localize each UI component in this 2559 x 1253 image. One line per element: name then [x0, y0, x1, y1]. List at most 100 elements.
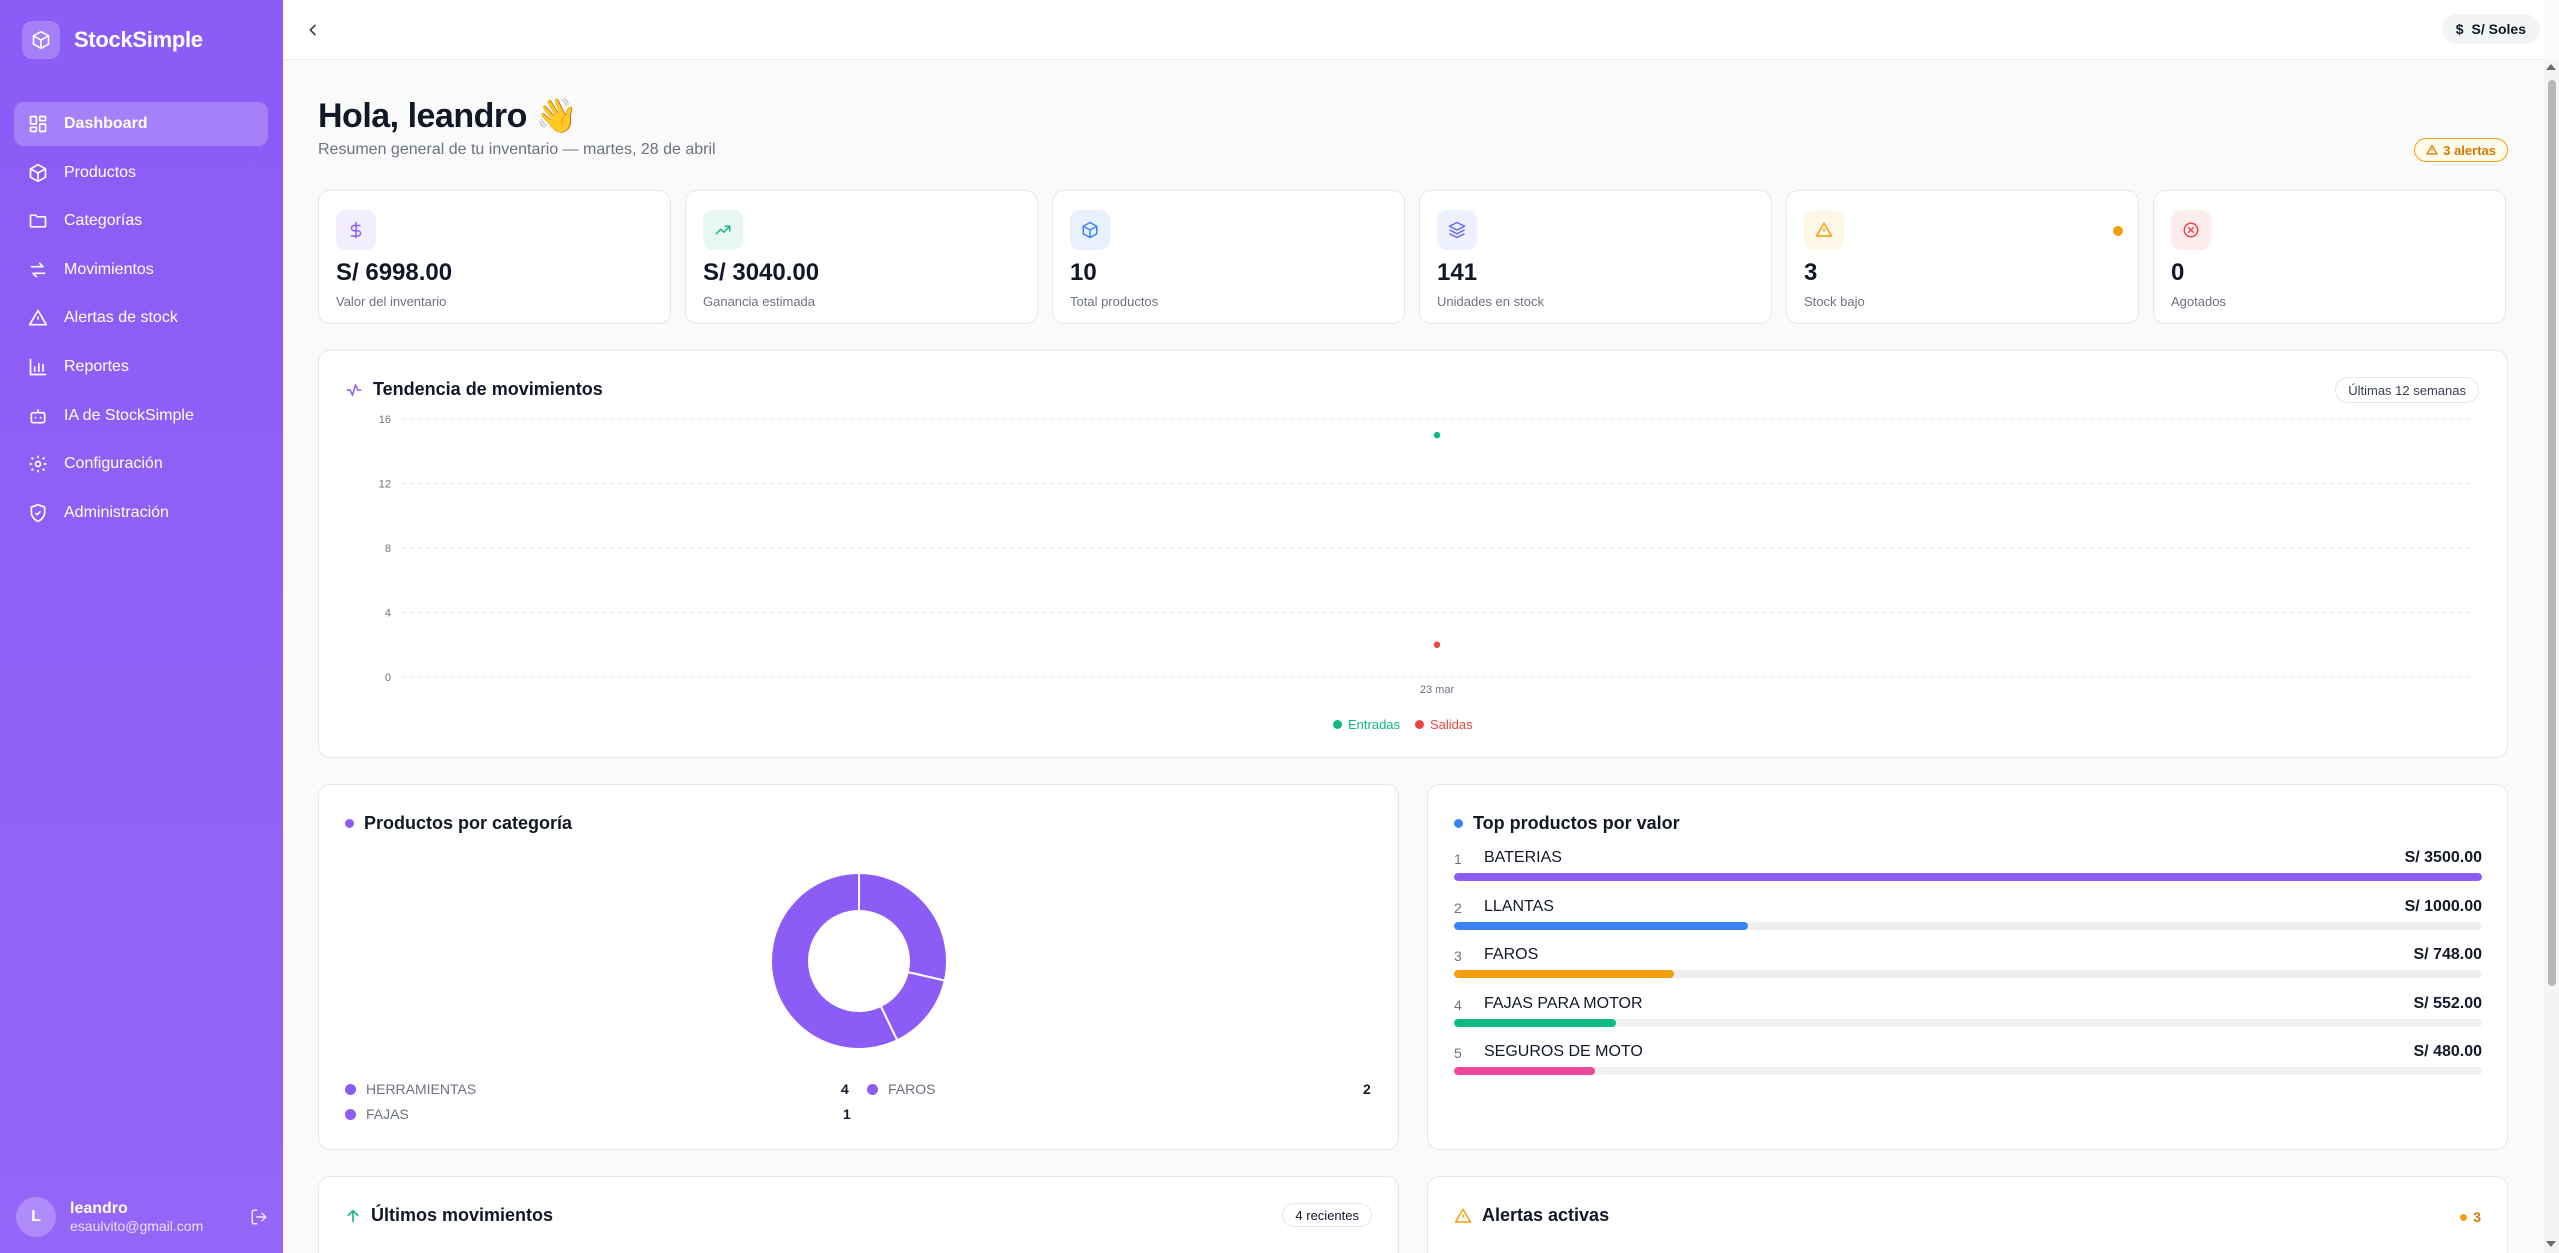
trend-title: Tendencia de movimientos	[345, 379, 603, 400]
donut-slice-herramientas[interactable]	[770, 871, 899, 1050]
avatar[interactable]: L	[16, 1197, 56, 1237]
currency-label: S/ Soles	[2471, 21, 2526, 37]
product-value: S/ 1000.00	[2404, 897, 2482, 915]
stat-card-low-stock: 3 Stock bajo	[1786, 190, 2139, 324]
product-rank: 4	[1454, 996, 1462, 1013]
legend-swatch	[345, 1083, 356, 1095]
page-scrollbar[interactable]	[2544, 60, 2559, 1253]
page-subtitle: Resumen general de tu inventario — marte…	[318, 141, 716, 158]
legend-salidas: Salidas	[1415, 717, 1473, 732]
point-entradas[interactable]	[1433, 431, 1441, 439]
box-icon	[29, 163, 47, 182]
legend-swatch	[867, 1083, 878, 1095]
category-name: FAROS	[888, 1081, 936, 1097]
donut-slice-faros[interactable]	[858, 871, 948, 982]
page-title: Hola, leandro 👋	[318, 97, 578, 135]
sidebar-item-reportes[interactable]: Reportes	[14, 345, 268, 389]
product-name: BATERIAS	[1484, 849, 1562, 866]
recent-title-text: Últimos movimientos	[371, 1205, 554, 1225]
stat-value: 0	[2171, 259, 2185, 286]
category-count: 2	[1363, 1081, 1371, 1097]
top-product-row: 4 FAJAS PARA MOTOR S/ 552.00	[1454, 991, 2482, 1037]
y-tick-label: 16	[379, 414, 391, 426]
sidebar-item-label: Alertas de stock	[64, 309, 178, 327]
sidebar-item-dashboard[interactable]: Dashboard	[14, 102, 268, 146]
product-name: FAJAS PARA MOTOR	[1484, 994, 1643, 1012]
user-name: leandro	[70, 1200, 128, 1217]
stat-label: Valor del inventario	[336, 294, 447, 309]
alert-triangle-icon	[2426, 144, 2438, 155]
box-icon	[22, 21, 60, 59]
category-legend-herramientas: HERRAMIENTAS	[345, 1081, 476, 1097]
product-value-bar	[1454, 1018, 1617, 1027]
x-tick-label: 23 mar	[1420, 684, 1455, 696]
chevron-left-icon	[309, 24, 316, 36]
category-legend-fajas: FAJAS	[345, 1106, 409, 1122]
swap-icon	[30, 262, 46, 278]
product-name: FAROS	[1484, 946, 1539, 963]
stat-card-units-in-stock: 141 Unidades en stock	[1419, 190, 1772, 324]
sidebar-item-label: Movimientos	[64, 260, 154, 278]
collapse-sidebar-button[interactable]	[301, 18, 325, 42]
scroll-down-arrow[interactable]	[2546, 1241, 2556, 1247]
brand[interactable]: StockSimple	[22, 21, 203, 59]
sidebar-item-categorias[interactable]: Categorías	[14, 199, 268, 243]
layers-icon	[1437, 210, 1477, 250]
stat-label: Unidades en stock	[1437, 294, 1544, 309]
stat-value: 10	[1070, 259, 1097, 286]
arrow-up-icon	[347, 1209, 359, 1222]
active-alerts-count-text: 3	[2473, 1209, 2481, 1225]
product-value-bar-track	[1454, 1018, 2482, 1027]
robot-icon	[30, 408, 46, 424]
legend-label: Salidas	[1430, 717, 1473, 732]
categories-card: Productos por categoría HERRAMIENTAS 4 F…	[318, 784, 1399, 1150]
top-products-card: Top productos por valor 1 BATERIAS S/ 3500…	[1427, 784, 2508, 1150]
logout-icon[interactable]	[250, 1208, 268, 1226]
currency-selector[interactable]: $ S/ Soles	[2441, 14, 2540, 44]
x-circle-icon	[2171, 210, 2211, 250]
top-products-title: Top productos por valor	[1454, 813, 1680, 834]
sidebar-item-label: IA de StockSimple	[64, 406, 194, 424]
stat-label: Stock bajo	[1804, 294, 1865, 309]
bar-chart-icon	[29, 358, 47, 376]
stat-value: 3	[1804, 259, 1818, 286]
alert-dot	[2460, 1213, 2468, 1221]
scroll-up-arrow[interactable]	[2546, 64, 2556, 70]
categories-title: Productos por categoría	[345, 813, 572, 834]
product-rank: 3	[1454, 948, 1462, 964]
title-dot	[345, 819, 354, 828]
y-tick-label: 0	[385, 672, 391, 684]
recent-count-badge: 4 recientes	[1282, 1203, 1372, 1227]
alerts-badge-label: 3 alertas	[2443, 142, 2496, 158]
dollar-icon	[336, 210, 376, 250]
activity-icon	[346, 383, 362, 396]
brand-name: StockSimple	[74, 27, 203, 52]
trend-chart: 0 4 8 12 16 23 mar	[379, 414, 2471, 696]
folder-icon	[29, 214, 47, 228]
user-email: esaulvito@gmail.com	[70, 1218, 204, 1234]
top-products-title-text: Top productos por valor	[1473, 813, 1680, 833]
range-selector[interactable]: Últimas 12 semanas	[2335, 377, 2479, 403]
category-count: 1	[843, 1106, 851, 1122]
sidebar-item-movimientos[interactable]: Movimientos	[14, 248, 268, 292]
active-alerts-count: 3	[2460, 1209, 2481, 1225]
scroll-thumb[interactable]	[2548, 80, 2556, 986]
sidebar-item-ia[interactable]: IA de StockSimple	[14, 394, 268, 438]
categories-title-text: Productos por categoría	[364, 813, 573, 833]
point-salidas[interactable]	[1433, 641, 1441, 648]
sidebar-item-label: Productos	[64, 163, 137, 181]
top-product-row: 1 BATERIAS S/ 3500.00	[1454, 845, 2482, 891]
category-donut-chart	[770, 871, 948, 1050]
sidebar-item-administracion[interactable]: Administración	[14, 491, 268, 535]
recent-title: Últimos movimientos	[345, 1205, 553, 1226]
y-tick-label: 12	[379, 479, 391, 491]
product-value: S/ 480.00	[2413, 1043, 2483, 1060]
legend-swatch	[345, 1108, 356, 1120]
sidebar-item-productos[interactable]: Productos	[14, 151, 268, 195]
trend-card: Tendencia de movimientos Últimas 12 sema…	[318, 350, 2508, 758]
alerts-badge[interactable]: 3 alertas	[2414, 138, 2508, 162]
sidebar-item-configuracion[interactable]: Configuración	[14, 442, 268, 486]
trend-title-text: Tendencia de movimientos	[373, 379, 603, 399]
sidebar-item-alertas[interactable]: Alertas de stock	[14, 296, 268, 340]
stats-row: S/ 6998.00 Valor del inventario S/ 3040.…	[318, 190, 2508, 324]
